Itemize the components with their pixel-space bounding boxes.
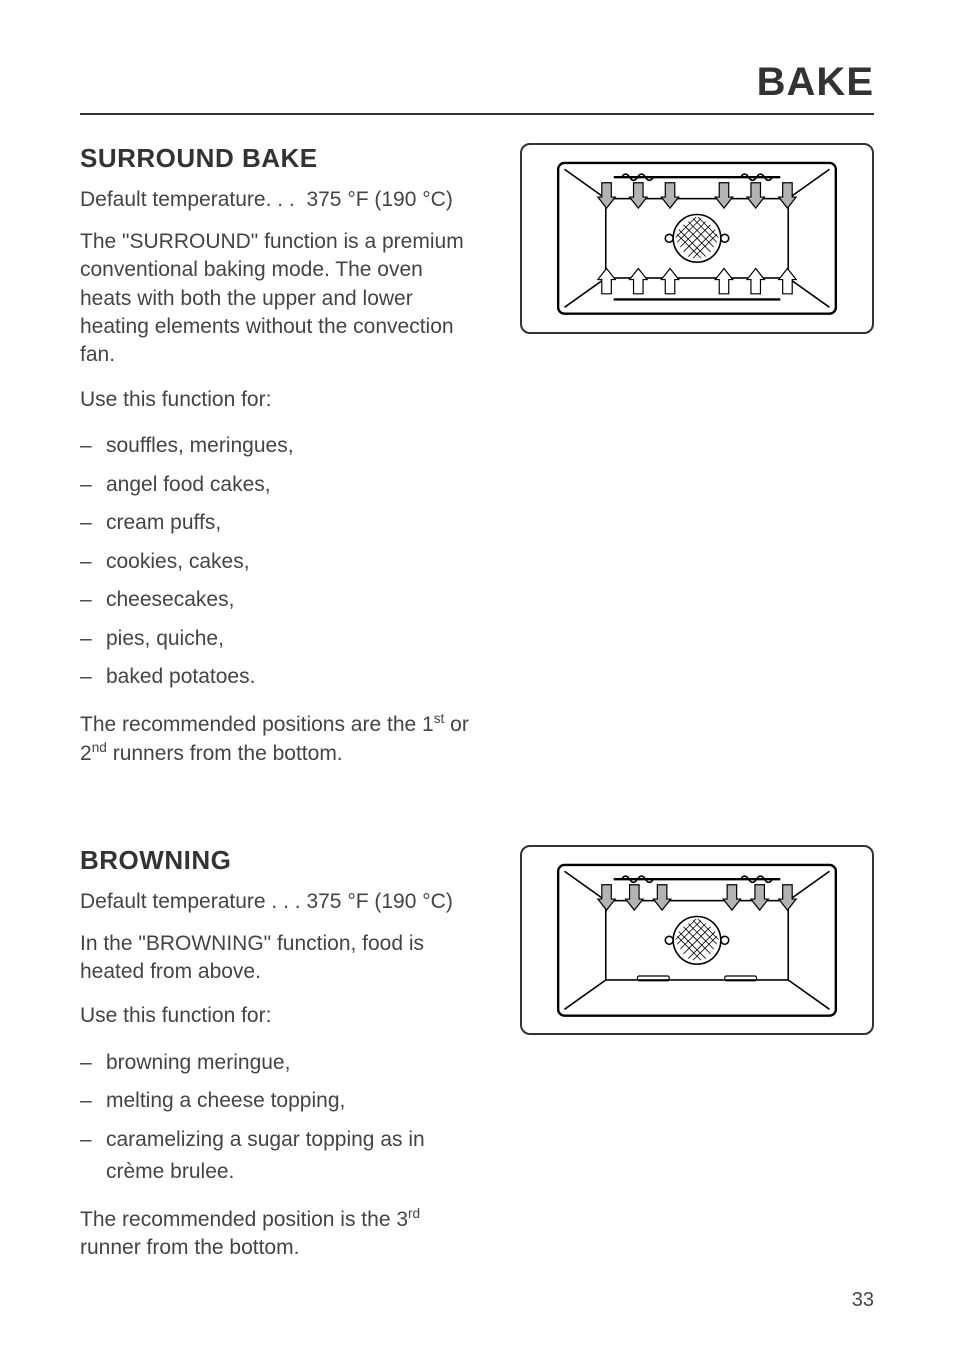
surround-use-list: souffles, meringues, angel food cakes, c… <box>80 430 480 694</box>
browning-oven-diagram <box>520 845 874 1036</box>
browning-position-note: The recommended position is the 3rd runn… <box>80 1205 480 1263</box>
list-item: cheesecakes, <box>80 584 480 617</box>
browning-paragraph: In the "BROWNING" function, food is heat… <box>80 930 480 987</box>
pos-sup1: rd <box>408 1206 420 1221</box>
browning-figure-column <box>520 845 874 1279</box>
list-item: baked potatoes. <box>80 661 480 694</box>
pos-sup1: st <box>434 711 445 726</box>
default-temp-value: 375 °F (190 °C) <box>306 188 452 211</box>
surround-use-for-label: Use this function for: <box>80 386 480 414</box>
list-item: cookies, cakes, <box>80 546 480 579</box>
pos-prefix: The recommended positions are the 1 <box>80 713 434 736</box>
section-surround: SURROUND BAKE Default temperature. . . 3… <box>80 143 874 785</box>
list-item: melting a cheese topping, <box>80 1085 480 1118</box>
section-browning: BROWNING Default temperature . . . 375 °… <box>80 845 874 1279</box>
surround-figure-column <box>520 143 874 785</box>
pos-prefix: The recommended position is the 3 <box>80 1208 408 1231</box>
list-item: pies, quiche, <box>80 623 480 656</box>
pos-suffix: runners from the bottom. <box>107 742 343 765</box>
pos-suffix: runner from the bottom. <box>80 1236 299 1259</box>
list-item: browning meringue, <box>80 1047 480 1080</box>
browning-text-column: BROWNING Default temperature . . . 375 °… <box>80 845 480 1279</box>
list-item: cream puffs, <box>80 507 480 540</box>
list-item: angel food cakes, <box>80 469 480 502</box>
surround-text-column: SURROUND BAKE Default temperature. . . 3… <box>80 143 480 785</box>
list-item: caramelizing a sugar topping as in crème… <box>80 1124 480 1189</box>
surround-paragraph: The "SURROUND" function is a premium con… <box>80 228 480 370</box>
browning-use-list: browning meringue, melting a cheese topp… <box>80 1047 480 1189</box>
browning-use-for-label: Use this function for: <box>80 1002 480 1030</box>
surround-title: SURROUND BAKE <box>80 143 480 174</box>
pos-sup2: nd <box>92 740 107 755</box>
list-item: souffles, meringues, <box>80 430 480 463</box>
browning-title: BROWNING <box>80 845 480 876</box>
default-temp-label: Default temperature . . . <box>80 890 301 913</box>
page-header: BAKE <box>80 60 874 115</box>
browning-default-temp: Default temperature . . . 375 °F (190 °C… <box>80 890 480 914</box>
default-temp-value: 375 °F (190 °C) <box>306 890 452 913</box>
default-temp-label: Default temperature. . . <box>80 188 295 211</box>
surround-default-temp: Default temperature. . . 375 °F (190 °C) <box>80 188 480 212</box>
page-number: 33 <box>852 1289 874 1312</box>
surround-position-note: The recommended positions are the 1st or… <box>80 710 480 769</box>
oven-schematic-icon <box>532 155 862 322</box>
surround-oven-diagram <box>520 143 874 334</box>
oven-schematic-icon <box>532 857 862 1024</box>
